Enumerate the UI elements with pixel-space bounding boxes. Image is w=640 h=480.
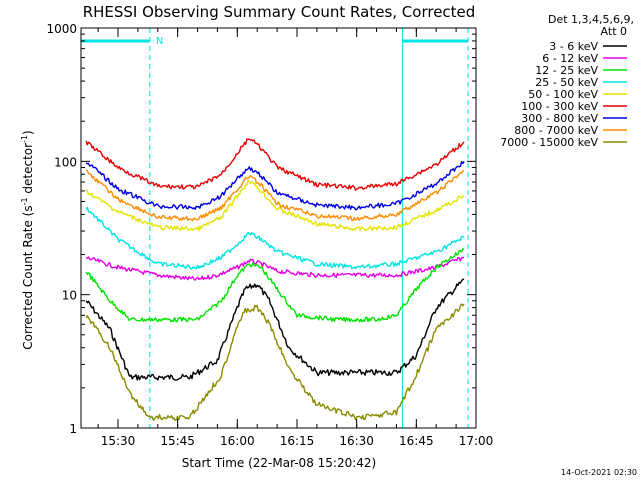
series-line-2: [85, 248, 465, 323]
y-tick-label: 1: [69, 422, 77, 436]
axes-frame: [80, 27, 477, 429]
y-tick-label: 10: [62, 289, 77, 303]
series-line-8: [85, 303, 465, 421]
legend-label: 6 - 12 keV: [542, 52, 598, 65]
chart-title: RHESSI Observing Summary Count Rates, Co…: [83, 3, 476, 21]
y-axis-label-sup1: -1: [20, 197, 29, 205]
x-tick-label: 16:45: [399, 434, 434, 448]
x-tick-label: 16:00: [220, 434, 255, 448]
y-tick-label: 1000: [46, 22, 77, 36]
legend-label: 7000 - 15000 keV: [500, 136, 598, 149]
legend-label: 50 - 100 keV: [528, 88, 598, 101]
generation-timestamp: 14-Oct-2021 02:30: [561, 468, 637, 477]
series-line-3: [85, 206, 465, 270]
series-line-5: [85, 138, 465, 191]
series-line-0: [85, 278, 465, 381]
legend-label: 300 - 800 keV: [521, 112, 598, 125]
y-axis-label-sup2: -1: [20, 135, 29, 143]
y-axis-label: Corrected Count Rate (s-1 detector-1): [20, 130, 35, 349]
y-tick-label: 100: [54, 155, 77, 169]
x-tick-label: 15:30: [101, 434, 136, 448]
series-line-6: [85, 160, 465, 211]
x-tick-label: 15:45: [160, 434, 195, 448]
series-line-1: [85, 256, 465, 281]
y-axis-label-mid: detector: [21, 143, 35, 198]
legend-detectors: Det 1,3,4,5,6,9,: [548, 13, 634, 26]
legend-label: 12 - 25 keV: [535, 64, 598, 77]
legend-label: 100 - 300 keV: [521, 100, 598, 113]
x-tick-label: 16:15: [280, 434, 315, 448]
legend-label: 25 - 50 keV: [535, 76, 598, 89]
legend-label: 800 - 7000 keV: [514, 124, 598, 137]
y-axis-label-suffix: ): [21, 130, 35, 135]
series-line-4: [85, 179, 465, 232]
x-tick-label: 17:00: [459, 434, 494, 448]
legend-label: 3 - 6 keV: [549, 40, 598, 53]
legend-attenuator: Att 0: [601, 25, 627, 38]
x-axis-label: Start Time (22-Mar-08 15:20:42): [182, 456, 376, 470]
plot-area: N 1 10 100 1000 15:30 15:45 16:00 16:15 16:30 16:4…: [46, 22, 493, 448]
y-axis-label-prefix: Corrected Count Rate (s: [21, 205, 35, 349]
x-tick-label: 16:30: [339, 434, 374, 448]
series-line-7: [85, 168, 465, 222]
night-marker-label: N: [156, 36, 163, 47]
